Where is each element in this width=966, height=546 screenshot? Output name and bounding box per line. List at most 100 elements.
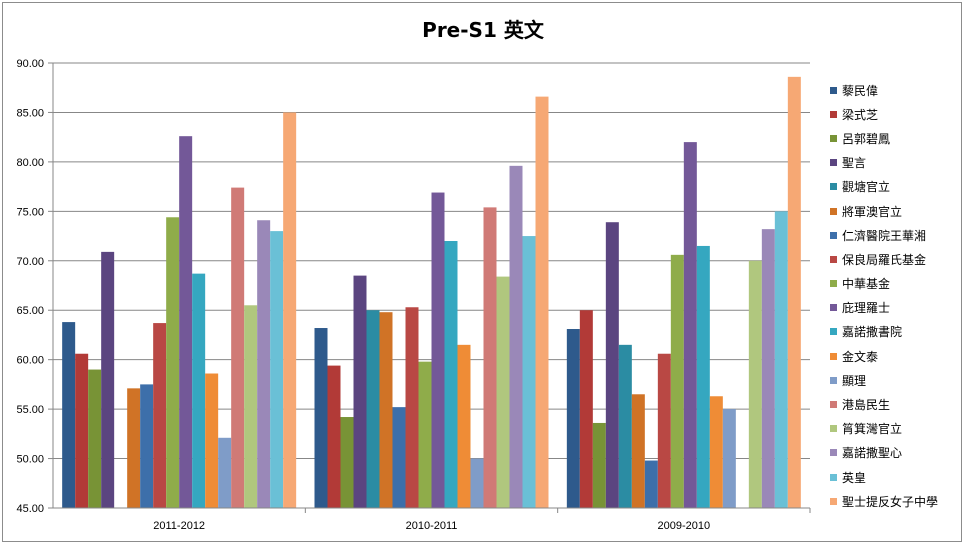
bar [314,328,328,508]
legend-item: 聖言 [830,151,962,175]
bar [579,310,593,508]
bar [748,260,762,508]
chart-title: Pre-S1 英文 [422,18,544,42]
legend-swatch [830,328,837,336]
bar [431,192,445,509]
legend-item: 英皇 [830,465,962,489]
legend-swatch [830,183,837,191]
bar [244,305,258,508]
bar [457,344,471,508]
legend: 藜民偉梁式芝呂郭碧鳳聖言觀塘官立將軍澳官立仁濟醫院王華湘保良局羅氏基金 中華基金庇… [830,78,962,513]
legend-item: 庇理羅士 [830,296,962,320]
legend-swatch [830,231,837,239]
legend-swatch [830,425,837,433]
y-tick-label: 45.00 [16,503,44,515]
legend-swatch [830,280,837,288]
legend-swatch [830,401,837,409]
legend-label: 嘉諾撒書院 [842,325,903,340]
bar [257,220,271,508]
legend-item: 中華基金 [830,272,962,296]
y-tick-label: 60.00 [16,355,44,367]
legend-swatch [830,134,837,142]
y-tick-label: 65.00 [16,305,44,317]
legend-label: 港島民生 [842,398,891,413]
legend-label: 聖士提反女子中學 [842,494,939,509]
bar [683,142,697,508]
legend-label: 顯理 [842,373,867,388]
bar [405,307,419,508]
bar [696,245,710,508]
legend-item: 觀塘官立 [830,175,962,199]
legend-label: 庇理羅士 [842,301,891,316]
legend-label: 嘉諾撒聖心 [842,446,903,461]
bar [327,365,341,508]
legend-label: 藜民偉 [842,83,879,98]
legend-item: 仁濟醫院王華湘 [830,223,962,247]
legend-swatch [830,86,837,94]
y-axis-ticks: 45.00 50.00 55.00 60.00 65.00 70.00 75.00 80.00… [16,58,53,515]
bar [231,187,245,508]
bar [140,384,154,508]
legend-item: 嘉諾撒書院 [830,320,962,344]
bar [787,76,801,508]
legend-item: 將軍澳官立 [830,199,962,223]
bar [509,165,523,508]
legend-label: 聖言 [842,156,867,171]
legend-swatch [830,473,837,481]
legend-swatch [830,497,837,505]
bar [535,96,549,508]
bar [644,460,658,508]
bar [618,344,632,508]
bar [709,396,723,508]
bar [218,437,232,508]
legend-label: 中華基金 [842,277,891,292]
bar [179,136,193,508]
legend-item: 呂郭碧鳳 [830,126,962,150]
y-tick-label: 90.00 [16,58,44,70]
bar [283,112,297,508]
legend-label: 保良局羅氏基金 [842,252,927,267]
bar [722,409,736,508]
bar [101,251,115,508]
legend-swatch [830,352,837,360]
legend-label: 呂郭碧鳳 [842,131,891,146]
bar [270,231,284,508]
legend-label: 將軍澳官立 [842,204,903,219]
y-tick-label: 50.00 [16,454,44,466]
x-tick-label: 2010-2011 [406,520,458,532]
legend-label: 梁式芝 [842,107,879,122]
legend-item: 顯理 [830,368,962,392]
legend-swatch [830,110,837,118]
bar [774,211,788,509]
legend-item: 保良局羅氏基金 [830,247,962,271]
legend-item: 港島民生 [830,392,962,416]
bar [470,458,484,508]
bar [418,361,432,508]
legend-swatch [830,255,837,263]
bar [657,353,671,508]
bar [353,275,367,508]
legend-item: 金文泰 [830,344,962,368]
legend-swatch [830,376,837,384]
bar [205,373,219,508]
bar [366,310,380,508]
y-tick-label: 70.00 [16,256,44,268]
bar [166,217,180,508]
bar [127,388,141,508]
legend-swatch [830,159,837,167]
legend-label: 筲箕灣官立 [842,422,903,437]
x-tick-label: 2011-2012 [153,520,205,532]
x-tick-label: 2009-2010 [658,520,711,532]
bar [192,273,206,508]
bars [62,76,801,509]
bar [392,407,406,508]
bar [522,236,536,509]
y-tick-label: 55.00 [16,404,44,416]
x-axis-ticks: 2011-2012 2010-2011 2009-2010 [153,508,811,532]
legend-label: 觀塘官立 [842,180,891,195]
legend-item: 嘉諾撒聖心 [830,441,962,465]
y-tick-label: 80.00 [16,157,44,169]
legend-item: 聖士提反女子中學 [830,489,962,513]
legend-label: 金文泰 [842,349,879,364]
